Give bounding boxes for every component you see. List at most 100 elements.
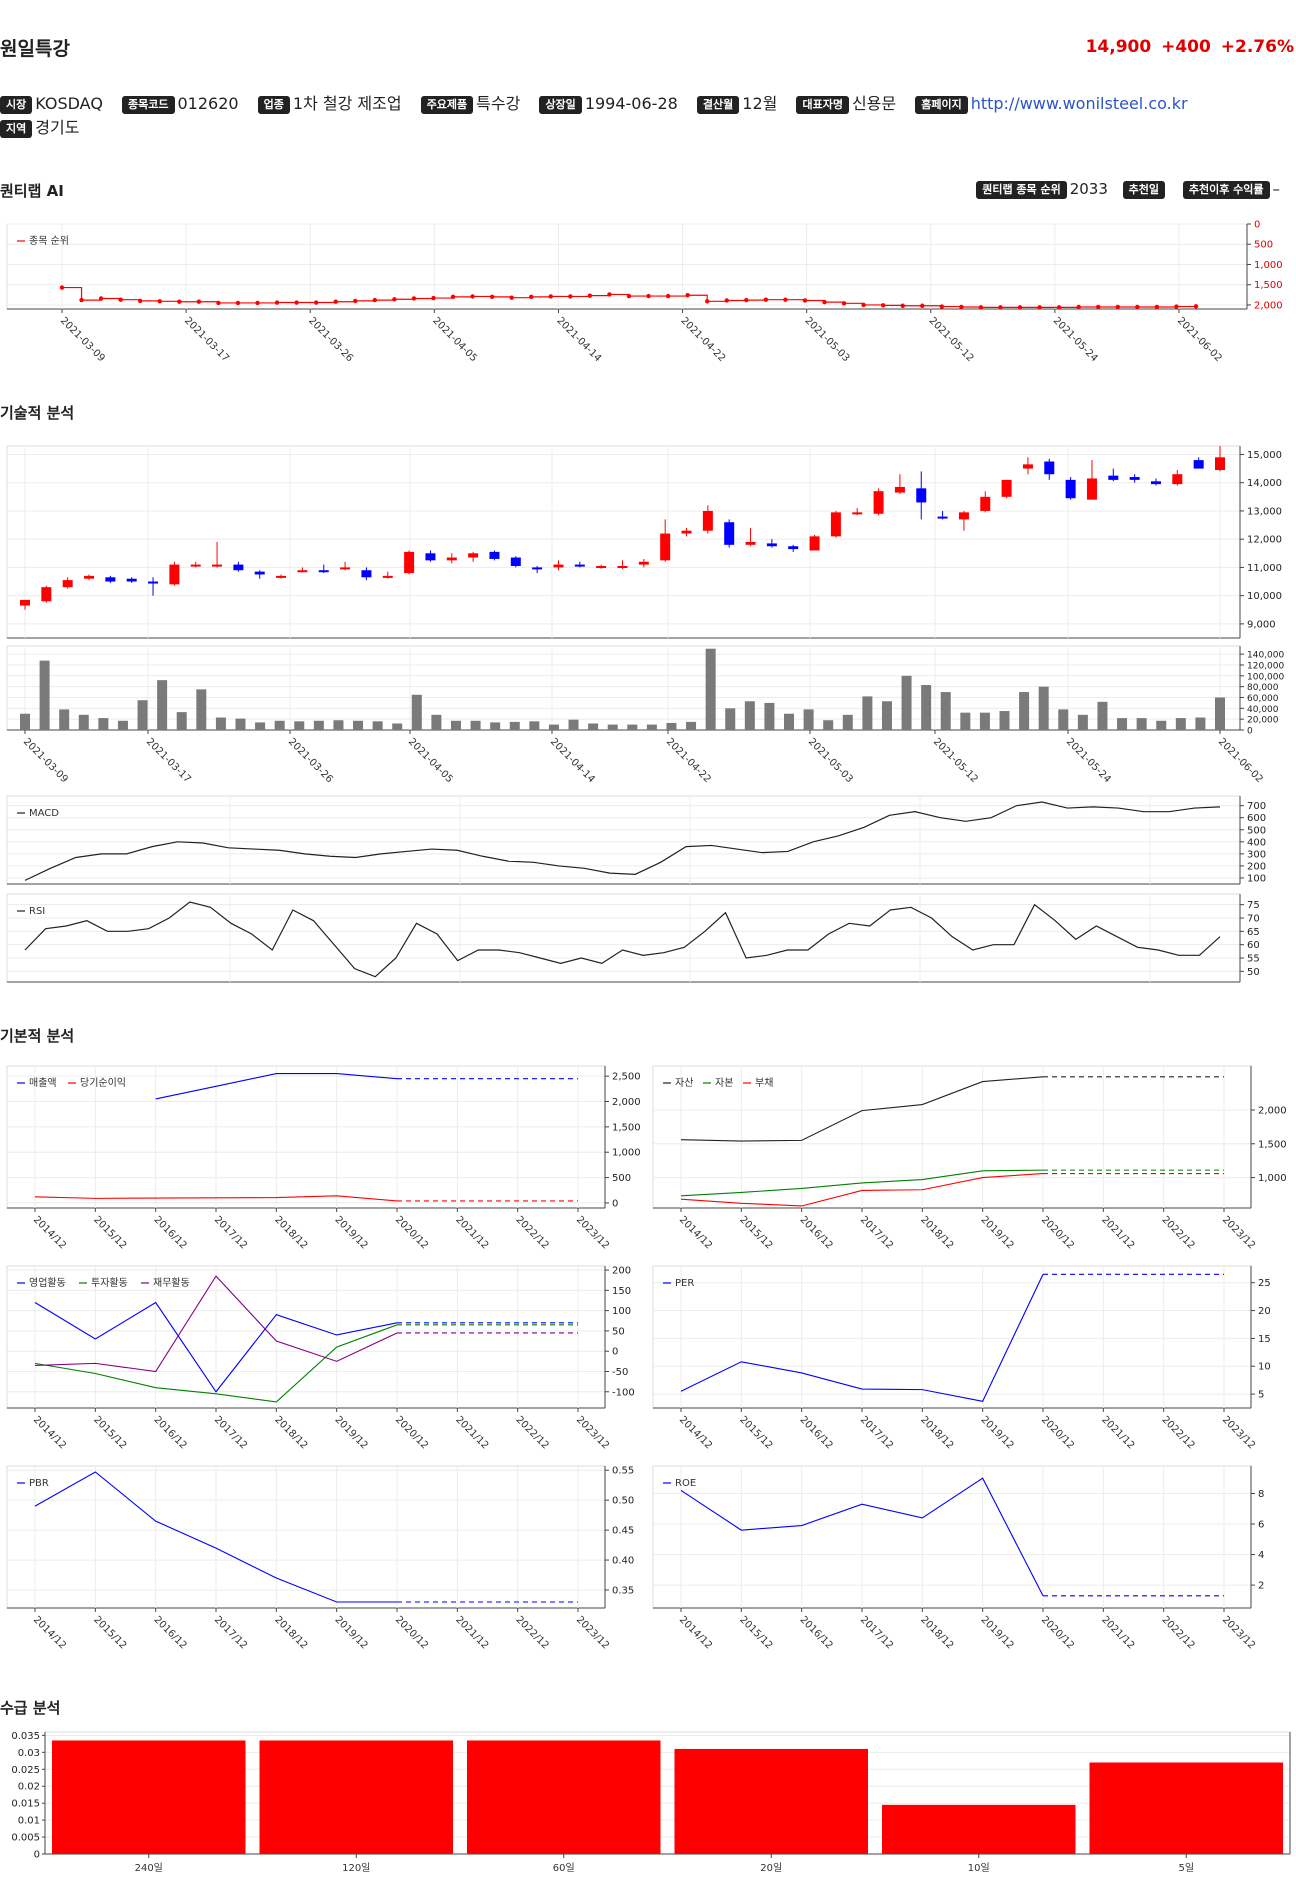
x-tick-label: 2021-04-05 xyxy=(406,736,455,785)
y-tick-label: 0.45 xyxy=(612,1526,634,1537)
candle-body xyxy=(958,512,969,520)
x-tick-label: 2020/12 xyxy=(1039,1614,1076,1651)
y-tick-label: 1,500 xyxy=(1254,280,1283,291)
candle-body xyxy=(361,570,372,578)
x-tick-label: 2018/12 xyxy=(272,1414,309,1451)
volume-bar xyxy=(274,720,285,730)
volume-bar xyxy=(117,720,128,730)
supply-bar xyxy=(674,1748,868,1854)
volume-bar xyxy=(744,701,755,730)
legend-label: PER xyxy=(675,1278,694,1289)
candle-body xyxy=(1150,481,1161,485)
candle-body xyxy=(596,566,607,568)
y-tick-label: 400 xyxy=(1247,837,1266,848)
volume-bar xyxy=(803,709,814,730)
legend-label: 부채 xyxy=(755,1077,773,1089)
y-tick-label: 13,000 xyxy=(1247,506,1282,517)
candle-body xyxy=(148,581,159,584)
candle-body xyxy=(425,553,436,561)
y-tick-label: 500 xyxy=(1254,240,1273,251)
x-tick-label: 2020/12 xyxy=(393,1414,430,1451)
volume-bar xyxy=(881,701,892,730)
x-tick-label: 2020/12 xyxy=(1039,1414,1076,1451)
y-tick-label: 20,000 xyxy=(1247,716,1279,726)
y-tick-label: 1,000 xyxy=(1254,260,1283,271)
y-tick-label: 1,000 xyxy=(612,1148,641,1159)
pbr-chart: 0.35 0.40 0.45 0.50 0.55 PBR 2014/12 2015/12 201… xyxy=(6,1465,634,1651)
x-tick-label: 2021-06-02 xyxy=(1216,736,1265,785)
info-homepage: 홈페이지 http://www.wonilsteel.co.kr xyxy=(915,92,1188,116)
legend-label: MACD xyxy=(29,808,59,819)
legend-label: 매출액 xyxy=(29,1077,57,1089)
legend-label: 종목 순위 xyxy=(29,234,69,247)
supply-bar xyxy=(467,1740,661,1854)
volume-bar xyxy=(235,718,246,730)
rank-point xyxy=(333,299,338,304)
volume-bar xyxy=(568,719,579,730)
x-tick-label: 2019/12 xyxy=(333,1214,370,1251)
x-tick-label: 2019/12 xyxy=(333,1614,370,1651)
y-tick-label: 100 xyxy=(1247,873,1266,884)
candle-body xyxy=(894,486,905,493)
candle-body xyxy=(532,567,543,570)
plot-area xyxy=(652,1065,1252,1209)
volume-bar xyxy=(98,718,109,730)
x-tick-label: 2021-03-09 xyxy=(21,736,70,785)
candle-body xyxy=(297,570,308,573)
y-tick-label: 4 xyxy=(1258,1550,1264,1561)
x-tick-label: 2014/12 xyxy=(677,1214,714,1251)
x-tick-label: 2015/12 xyxy=(91,1414,128,1451)
candle-body xyxy=(1044,461,1055,475)
rank-point xyxy=(196,299,202,304)
candle-body xyxy=(20,599,30,606)
volume-bar xyxy=(1136,718,1147,730)
x-tick-label: 2017/12 xyxy=(212,1414,249,1451)
y-tick-label: 0 xyxy=(612,1198,618,1209)
sales-chart: 0 500 1,000 1,500 2,000 2,500 매출액 당기순이익 2014/12 2… xyxy=(6,1065,641,1251)
rank-point xyxy=(353,298,358,304)
rank-point xyxy=(1193,304,1199,309)
y-tick-label: 12,000 xyxy=(1247,535,1282,546)
y-tick-label: -100 xyxy=(612,1387,635,1398)
y-tick-label: 25 xyxy=(1258,1278,1271,1289)
y-tick-label: 2 xyxy=(1258,1581,1264,1592)
x-tick-label: 2016/12 xyxy=(152,1414,189,1451)
quantilab-rank-box: 퀀티랩 종목 순위 2033 추천일 추천이후 수익률 – xyxy=(966,180,1280,199)
candle-body xyxy=(809,536,820,551)
rank-point xyxy=(79,297,84,303)
candle-body xyxy=(105,577,116,582)
y-tick-label: 0.025 xyxy=(11,1765,40,1776)
y-tick-label: 120,000 xyxy=(1247,661,1284,671)
x-tick-label: 2021-06-02 xyxy=(1175,315,1224,364)
y-tick-label: 0.55 xyxy=(612,1466,634,1477)
legend-label: PBR xyxy=(29,1478,49,1489)
x-tick-label: 2014/12 xyxy=(677,1414,714,1451)
y-tick-label: 0.01 xyxy=(18,1816,40,1827)
candle-body xyxy=(254,571,265,575)
stock-info: 시장 KOSDAQ 종목코드 012620 업종 1차 철강 제조업 주요제품 특수강 … xyxy=(0,92,1290,140)
per-chart: 5 10 15 20 25 PER 2014/12 2015/12 2016/12 2017/12… xyxy=(652,1265,1271,1451)
candle-body xyxy=(873,491,884,514)
volume-bar xyxy=(1019,692,1030,730)
volume-bar xyxy=(1097,701,1108,730)
supply-bar xyxy=(882,1804,1076,1854)
candle-body xyxy=(937,516,948,519)
x-tick-label: 2019/12 xyxy=(979,1614,1016,1651)
rank-point xyxy=(138,298,143,304)
volume-bar xyxy=(1038,686,1049,730)
rank-point xyxy=(587,293,593,298)
y-tick-label: 40,000 xyxy=(1247,705,1279,715)
rank-point xyxy=(118,297,123,302)
rank-point xyxy=(1115,304,1120,310)
rank-point xyxy=(548,294,553,299)
homepage-link[interactable]: http://www.wonilsteel.co.kr xyxy=(970,94,1188,113)
x-tick-label: 2021-05-03 xyxy=(803,315,852,364)
candle-body xyxy=(1022,464,1033,469)
y-tick-label: 6 xyxy=(1258,1520,1264,1531)
rank-point xyxy=(1056,305,1062,310)
rank-point xyxy=(411,296,417,301)
x-tick-label: 2022/12 xyxy=(1160,1414,1197,1451)
series-line xyxy=(680,1076,1044,1142)
legend-label: 재무활동 xyxy=(153,1276,190,1289)
